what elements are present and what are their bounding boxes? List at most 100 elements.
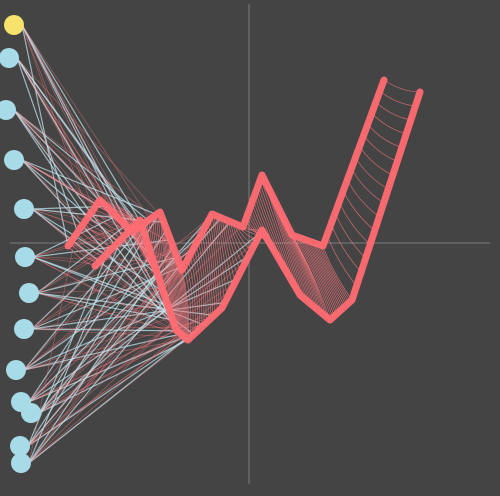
ray-line <box>28 217 153 403</box>
ray-line <box>38 250 175 414</box>
ribbon-strand <box>383 79 421 93</box>
ribbon-strand <box>217 216 231 293</box>
ribbon-strand <box>342 190 375 231</box>
ray-line <box>28 232 169 403</box>
ray-line <box>27 253 108 447</box>
ribbon-strand <box>318 244 350 303</box>
ribbon-strand <box>213 214 226 303</box>
ribbon-strand <box>215 215 228 298</box>
ribbon-strand <box>299 237 337 315</box>
ribbon-strand <box>197 240 207 323</box>
ray-line <box>21 159 157 215</box>
ray-line <box>31 208 128 228</box>
ray-line <box>28 328 201 403</box>
ribbon-strand <box>195 243 205 326</box>
ribbon-strand <box>201 232 212 319</box>
axes <box>10 4 490 484</box>
ribbon-strand <box>205 225 216 315</box>
ribbon-strand <box>185 262 194 336</box>
ray-line <box>28 255 250 403</box>
ribbon-strand <box>203 228 214 317</box>
node[interactable] <box>15 247 35 267</box>
ribbon-strand <box>295 236 334 318</box>
node[interactable] <box>0 100 16 120</box>
ribbon-strand <box>359 146 393 176</box>
ribbon-strand <box>322 245 353 301</box>
node[interactable] <box>14 319 34 339</box>
ray-line <box>32 228 137 258</box>
ray-line <box>28 320 209 464</box>
ray-line <box>28 221 231 464</box>
ribbon-strand <box>207 221 218 313</box>
ribbon-strand <box>219 217 234 288</box>
ribbon-strand <box>320 245 351 302</box>
ribbon-strand <box>301 238 338 314</box>
ray-line <box>21 24 111 211</box>
ribbon-strand <box>310 241 344 309</box>
node[interactable] <box>4 150 24 170</box>
ribbon-strand <box>312 242 346 307</box>
ribbon-strand <box>304 239 340 313</box>
ribbon-back-edge <box>91 88 424 344</box>
ray-line <box>28 239 122 464</box>
ribbon-strand <box>183 266 192 338</box>
ribbon-strand <box>291 234 331 321</box>
node[interactable] <box>10 436 30 456</box>
node[interactable] <box>0 48 19 68</box>
ray-line <box>38 231 262 414</box>
ribbon-strand <box>224 219 239 277</box>
ray-line <box>13 109 88 219</box>
ray-line <box>38 339 189 414</box>
ray-line <box>32 256 169 307</box>
ribbon-strand <box>367 124 403 148</box>
ray-line <box>23 316 172 371</box>
ray-line <box>23 214 214 371</box>
ribbon-strand <box>221 218 236 283</box>
ray-line <box>28 234 76 464</box>
node-active[interactable] <box>4 15 24 35</box>
ray-line <box>16 57 141 227</box>
ray-line <box>13 109 165 295</box>
ribbon-strand <box>293 235 332 319</box>
node-list <box>0 15 41 473</box>
ray-line <box>16 57 180 334</box>
ray-line <box>21 24 90 216</box>
ribbon-strand <box>181 269 189 341</box>
ray-line <box>23 223 144 371</box>
ray-line <box>28 236 259 464</box>
ribbon-strand <box>187 258 196 334</box>
ray-line <box>31 208 179 261</box>
ribbon-strand <box>306 239 341 311</box>
ray-line <box>36 292 173 321</box>
ray-line <box>16 57 159 214</box>
node[interactable] <box>21 403 41 423</box>
ribbon-strand <box>355 157 389 190</box>
ray-line <box>27 330 199 447</box>
ray-line <box>38 214 212 414</box>
ray-line <box>38 333 181 414</box>
ribbon-strand <box>209 217 221 311</box>
ray-line <box>38 222 233 414</box>
ribbon-strand <box>308 240 343 310</box>
ribbon-strand <box>211 213 223 309</box>
node[interactable] <box>14 199 34 219</box>
ribbon-strand <box>338 201 371 245</box>
ray-line <box>16 57 160 280</box>
node[interactable] <box>11 453 31 473</box>
ribbon-strand <box>191 251 201 330</box>
ray-lines <box>13 24 262 464</box>
ribbon-strand <box>189 255 198 332</box>
node[interactable] <box>6 360 26 380</box>
ray-line <box>13 109 138 224</box>
ray-line <box>31 208 164 292</box>
ribbon-front-edge <box>64 76 388 274</box>
node[interactable] <box>19 283 39 303</box>
ribbon-strand <box>375 101 411 121</box>
ribbon-strand <box>379 90 416 107</box>
ray-line <box>28 288 233 464</box>
ray-line <box>28 246 174 464</box>
ray-line <box>31 208 195 336</box>
ribbon-strand <box>297 237 335 317</box>
